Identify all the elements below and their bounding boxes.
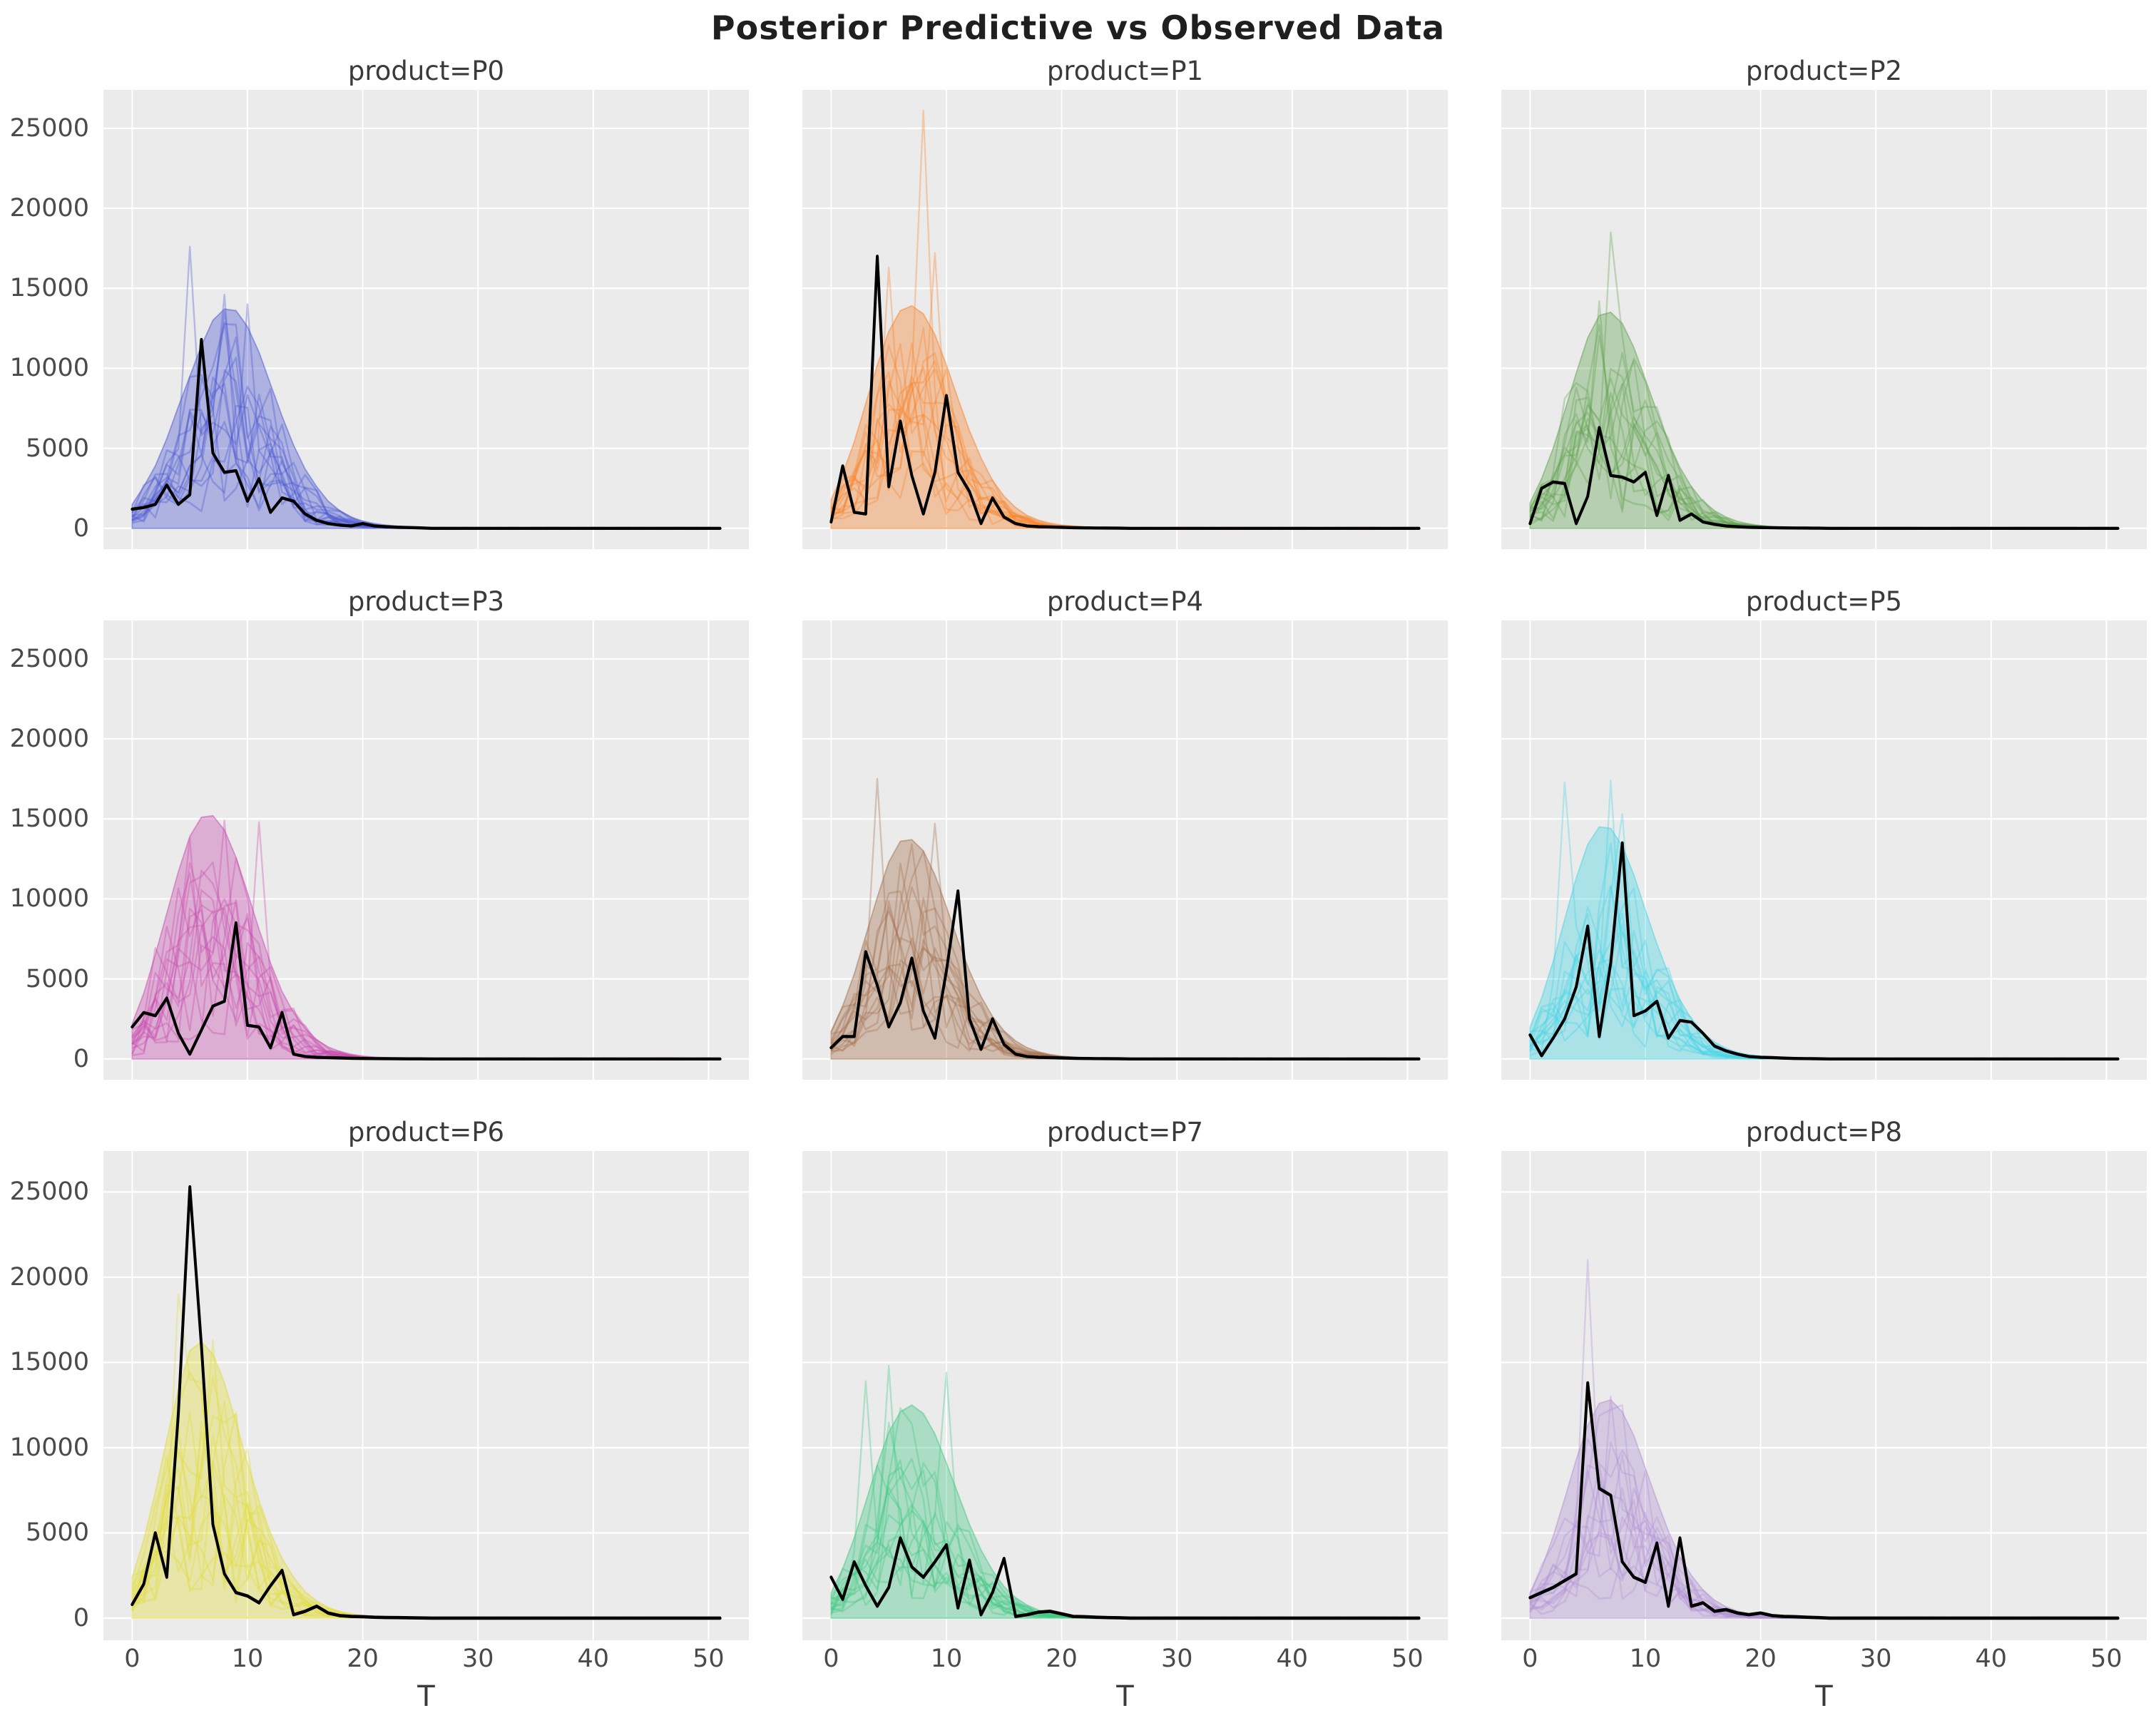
y-tick-label: 15000 <box>9 274 89 303</box>
x-tick-label: 50 <box>1391 1645 1424 1673</box>
y-tick-label: 10000 <box>9 1433 89 1462</box>
y-axis-labels-row2: 25000 20000 15000 10000 5000 0 <box>0 620 95 1080</box>
facet-chart-p3 <box>103 620 749 1080</box>
facet-title-p4: product=P4 <box>1046 586 1204 617</box>
facet-panel-p1: product=P1 <box>802 56 1448 549</box>
y-axis-labels-row1: 25000 20000 15000 10000 5000 0 <box>0 90 95 549</box>
facet-title-p3: product=P3 <box>347 586 505 617</box>
facet-panel-p6: product=P6 <box>103 1117 749 1640</box>
x-axis-labels-col1: 0 10 20 30 40 50 <box>103 1645 749 1677</box>
x-tick-label: 20 <box>1744 1645 1777 1673</box>
x-tick-label: 20 <box>347 1645 379 1673</box>
facet-title-p5: product=P5 <box>1745 586 1903 617</box>
y-tick-label: 15000 <box>9 804 89 834</box>
facet-chart-p8 <box>1501 1151 2147 1640</box>
facet-title-p8: product=P8 <box>1745 1117 1903 1147</box>
figure-title: Posterior Predictive vs Observed Data <box>710 9 1446 47</box>
facet-title-p2: product=P2 <box>1745 56 1903 86</box>
y-tick-label: 25000 <box>9 644 89 673</box>
facet-chart-p2 <box>1501 90 2147 549</box>
x-tick-label: 10 <box>231 1645 264 1673</box>
x-tick-label: 30 <box>1160 1645 1193 1673</box>
y-tick-label: 20000 <box>9 1262 89 1292</box>
y-tick-label: 10000 <box>9 354 89 383</box>
x-tick-label: 40 <box>1975 1645 2008 1673</box>
facet-panel-p4: product=P4 <box>802 586 1448 1080</box>
x-axis-title-col3: T <box>1815 1680 1833 1713</box>
x-tick-label: 10 <box>930 1645 963 1673</box>
y-tick-label: 0 <box>73 513 89 543</box>
facet-chart-p6 <box>103 1151 749 1640</box>
x-axis-labels-col3: 0 10 20 30 40 50 <box>1501 1645 2147 1677</box>
facet-chart-p4 <box>802 620 1448 1080</box>
y-tick-label: 25000 <box>9 1177 89 1207</box>
x-axis-title-col2: T <box>1116 1680 1134 1713</box>
y-tick-label: 0 <box>73 1044 89 1073</box>
facet-panel-p2: product=P2 <box>1501 56 2147 549</box>
facet-chart-p7 <box>802 1151 1448 1640</box>
x-axis-labels-col2: 0 10 20 30 40 50 <box>802 1645 1448 1677</box>
x-tick-label: 50 <box>2090 1645 2122 1673</box>
x-tick-label: 0 <box>124 1645 141 1673</box>
facet-panel-p0: product=P0 <box>103 56 749 549</box>
facet-title-p7: product=P7 <box>1046 1117 1204 1147</box>
facet-chart-p5 <box>1501 620 2147 1080</box>
facet-chart-p0 <box>103 90 749 549</box>
y-tick-label: 25000 <box>9 113 89 143</box>
facet-panel-p7: product=P7 <box>802 1117 1448 1640</box>
x-tick-label: 10 <box>1629 1645 1662 1673</box>
x-tick-label: 50 <box>693 1645 725 1673</box>
y-tick-label: 5000 <box>25 434 89 463</box>
x-tick-label: 0 <box>823 1645 839 1673</box>
facet-title-p0: product=P0 <box>347 56 505 86</box>
y-tick-label: 5000 <box>25 964 89 993</box>
x-axis-title-col1: T <box>417 1680 435 1713</box>
y-tick-label: 0 <box>73 1603 89 1632</box>
x-tick-label: 30 <box>1859 1645 1892 1673</box>
y-tick-label: 15000 <box>9 1348 89 1377</box>
facet-panel-p3: product=P3 <box>103 586 749 1080</box>
y-tick-label: 20000 <box>9 194 89 223</box>
x-tick-label: 30 <box>461 1645 494 1673</box>
x-tick-label: 0 <box>1522 1645 1538 1673</box>
facet-panel-p5: product=P5 <box>1501 586 2147 1080</box>
x-tick-label: 20 <box>1046 1645 1078 1673</box>
y-tick-label: 5000 <box>25 1518 89 1548</box>
x-tick-label: 40 <box>577 1645 610 1673</box>
facet-chart-p1 <box>802 90 1448 549</box>
x-tick-label: 40 <box>1276 1645 1309 1673</box>
y-axis-labels-row3: 25000 20000 15000 10000 5000 0 <box>0 1151 95 1640</box>
facet-title-p1: product=P1 <box>1046 56 1204 86</box>
y-tick-label: 10000 <box>9 884 89 914</box>
facet-title-p6: product=P6 <box>347 1117 505 1147</box>
facet-panel-p8: product=P8 <box>1501 1117 2147 1640</box>
y-tick-label: 20000 <box>9 725 89 754</box>
